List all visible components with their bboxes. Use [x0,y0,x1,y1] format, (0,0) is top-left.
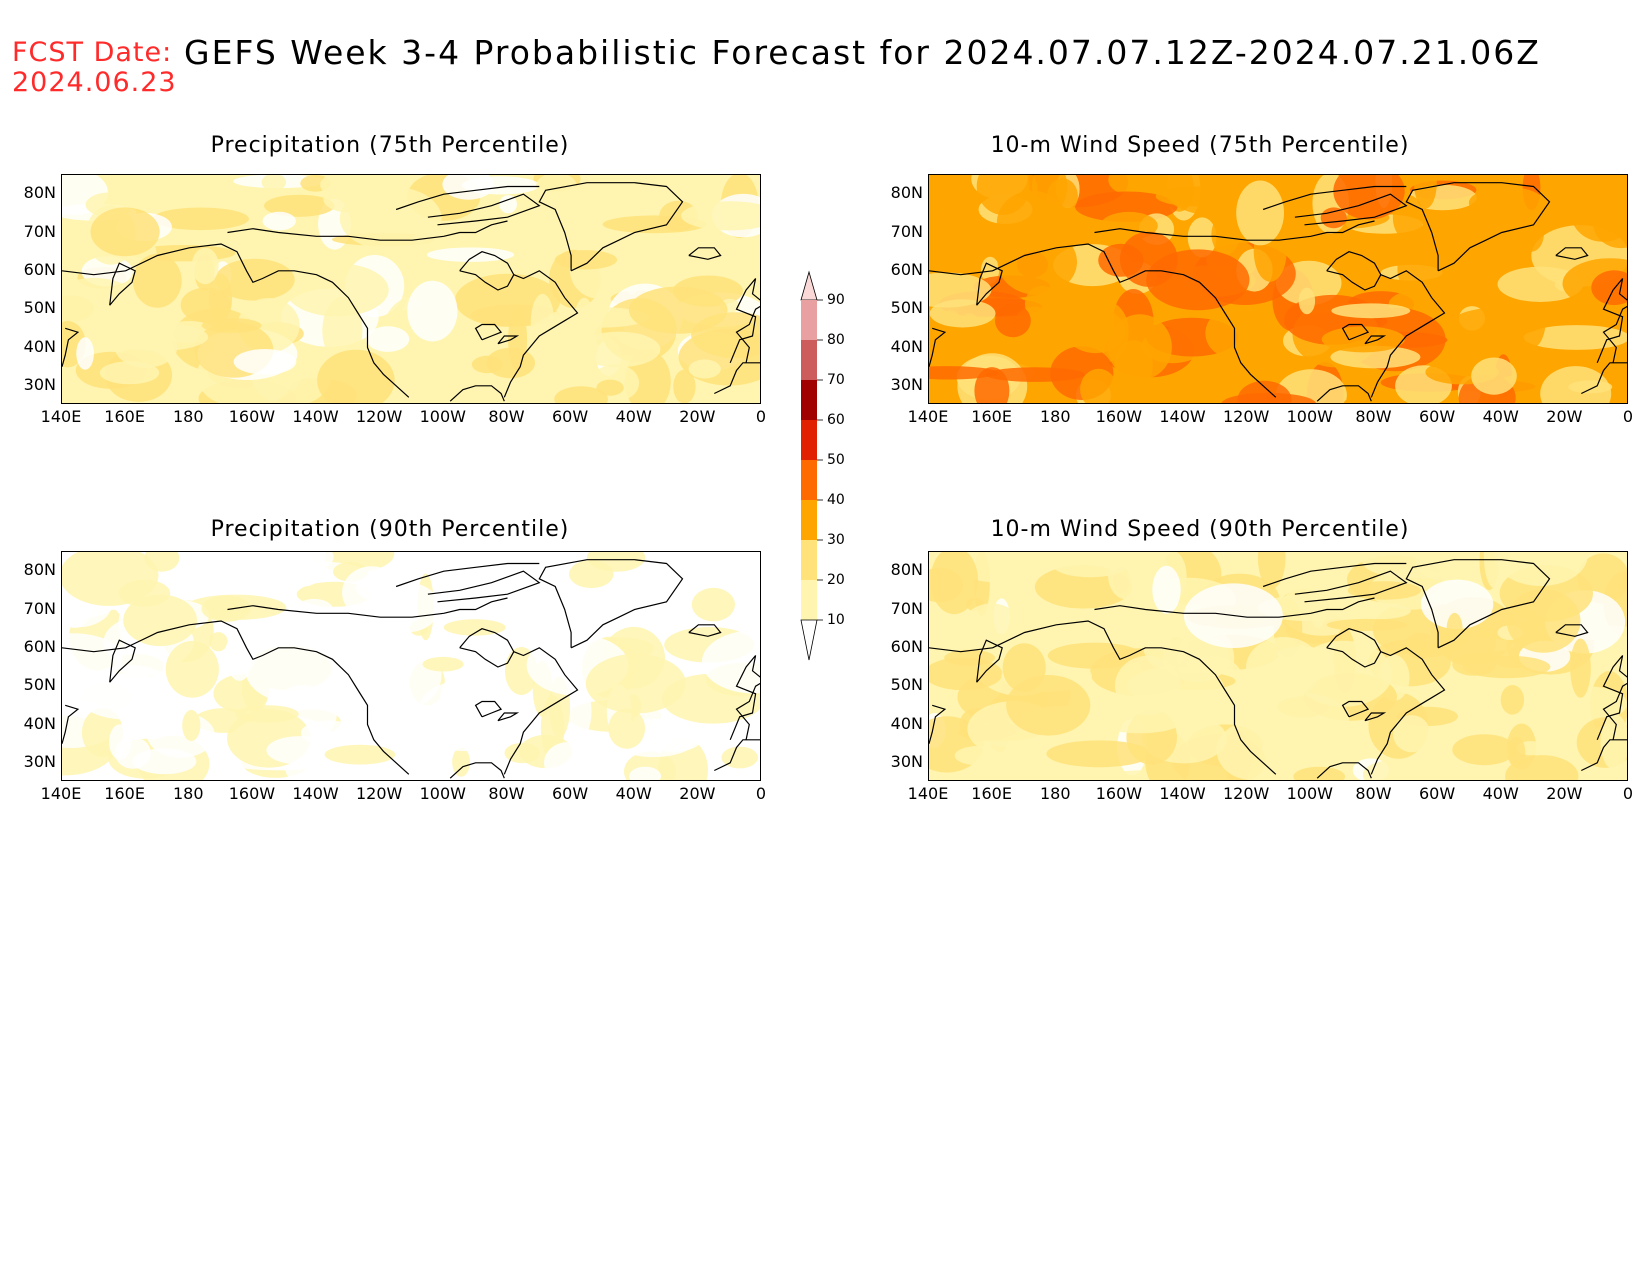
colorbar-label: 70 [827,372,845,388]
lon-tick-label: 60W [1418,407,1456,426]
colorbar-label: 40 [827,492,845,508]
lat-tick-label: 50N [23,675,56,695]
lat-tick-label: 60N [23,259,56,279]
panel-title-precip75: Precipitation (75th Percentile) [210,133,570,158]
lon-tick-label: 100W [1286,784,1333,803]
lon-tick-label: 80W [488,784,525,803]
lat-tick-label: 80N [23,183,56,203]
lon-tick-label: 120W [355,784,403,803]
map-wind-90th [928,551,1628,781]
lat-tick-label: 80N [890,560,923,580]
lon-tick-label: 140W [292,784,339,803]
lon-tick-label: 20W [679,407,716,426]
lon-tick-label: 180 [1039,784,1071,803]
lon-tick-label: 140E [40,407,82,426]
map-precip-75th [61,174,761,404]
lat-tick-label: 60N [890,259,923,279]
lon-tick-label: 180 [1039,407,1071,426]
colorbar-label: 80 [827,332,845,348]
fcst-date-value: 2024.06.23 [12,67,177,98]
lat-tick-label: 40N [890,713,923,733]
panel-title-wind75: 10-m Wind Speed (75th Percentile) [990,133,1410,158]
lon-tick-label: 20W [679,784,716,803]
lon-tick-label: 60W [551,407,589,426]
lon-tick-label: 40W [1482,784,1519,803]
lon-tick-label: 40W [615,784,652,803]
lon-tick-label: 140E [40,784,82,803]
lat-tick-label: 30N [23,374,56,394]
lat-tick-label: 40N [890,336,923,356]
lon-tick-label: 0 [1622,784,1634,803]
lon-tick-label: 140E [907,784,949,803]
lon-tick-label: 80W [1355,407,1392,426]
main-title: GEFS Week 3-4 Probabilistic Forecast for… [184,33,1541,72]
lat-tick-label: 80N [890,183,923,203]
lon-tick-label: 20W [1546,407,1583,426]
lat-tick-label: 30N [23,751,56,771]
colorbar-label: 60 [827,412,845,428]
colorbar-label: 30 [827,532,845,548]
colorbar: 90 80 70 60 50 40 30 20 10 [800,270,860,694]
lat-tick-label: 70N [890,598,923,618]
lat-tick-label: 40N [23,336,56,356]
fcst-date-label: FCST Date: [12,37,173,68]
colorbar-label: 10 [827,612,845,628]
lon-tick-label: 100W [419,407,466,426]
lon-tick-label: 0 [1622,407,1634,426]
lon-tick-label: 120W [355,407,403,426]
colorbar-label: 50 [827,452,845,468]
colorbar-label: 90 [827,292,845,308]
lon-tick-label: 0 [755,407,767,426]
lat-tick-label: 70N [890,221,923,241]
lat-tick-label: 70N [23,598,56,618]
panel-title-precip90: Precipitation (90th Percentile) [210,517,570,542]
lat-tick-label: 50N [890,298,923,318]
lon-tick-label: 160E [104,784,145,803]
lat-tick-label: 50N [890,675,923,695]
lon-tick-label: 160E [971,407,1012,426]
panel-title-wind90: 10-m Wind Speed (90th Percentile) [990,517,1410,542]
lon-tick-label: 0 [755,784,767,803]
lat-tick-label: 80N [23,560,56,580]
lon-tick-label: 120W [1222,407,1270,426]
lat-tick-label: 60N [890,636,923,656]
lat-tick-label: 30N [890,374,923,394]
lon-tick-label: 140W [1159,784,1206,803]
lon-tick-label: 140W [1159,407,1206,426]
lon-tick-label: 160W [228,784,276,803]
map-precip-90th [61,551,761,781]
lon-tick-label: 80W [1355,784,1392,803]
colorbar-label: 20 [827,572,845,588]
lon-tick-label: 140W [292,407,339,426]
lon-tick-label: 60W [551,784,589,803]
lon-tick-label: 100W [1286,407,1333,426]
lat-tick-label: 30N [890,751,923,771]
lon-tick-label: 180 [172,407,204,426]
lon-tick-label: 160E [104,407,145,426]
lat-tick-label: 60N [23,636,56,656]
lon-tick-label: 160W [1095,784,1143,803]
lat-tick-label: 70N [23,221,56,241]
lon-tick-label: 100W [419,784,466,803]
lon-tick-label: 160W [228,407,276,426]
lat-tick-label: 40N [23,713,56,733]
lon-tick-label: 160W [1095,407,1143,426]
map-wind-75th [928,174,1628,404]
lat-tick-label: 50N [23,298,56,318]
lon-tick-label: 40W [615,407,652,426]
lon-tick-label: 40W [1482,407,1519,426]
lon-tick-label: 20W [1546,784,1583,803]
lon-tick-label: 180 [172,784,204,803]
lon-tick-label: 120W [1222,784,1270,803]
lon-tick-label: 60W [1418,784,1456,803]
lon-tick-label: 140E [907,407,949,426]
lon-tick-label: 160E [971,784,1012,803]
lon-tick-label: 80W [488,407,525,426]
